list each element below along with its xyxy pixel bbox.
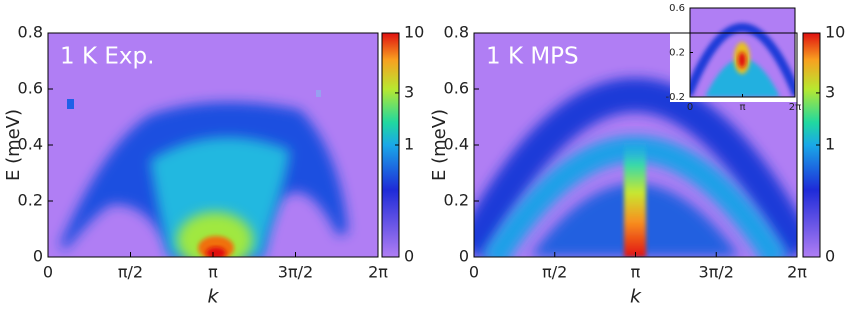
y-tick-label: 0.2 — [18, 191, 43, 210]
x-tick-label: π/2 — [118, 263, 143, 282]
y-axis-label: E (meV) — [3, 109, 24, 181]
y-tick-label: 0.8 — [444, 23, 469, 42]
x-tick-label: 0 — [469, 263, 479, 282]
annotation: 1 K Exp. — [60, 44, 154, 70]
y-tick-label: 0.6 — [669, 3, 685, 14]
x-tick-label: π — [631, 263, 641, 282]
x-axis-label: k — [207, 286, 219, 308]
colorbar-tick-label: 0 — [825, 247, 835, 266]
x-tick-label: π — [208, 263, 218, 282]
colorbar-tick-label: 0 — [404, 247, 414, 266]
heatmap-left — [48, 33, 378, 257]
colorbar-tick-label: 1 — [825, 135, 835, 154]
y-tick-label: -0.2 — [665, 92, 685, 103]
annotation: 1 K MPS — [486, 44, 579, 70]
x-tick-label: 2π — [787, 263, 807, 282]
y-tick-label: 0 — [459, 247, 469, 266]
colorbar-tick-label: 3 — [404, 82, 414, 101]
x-tick-label: π/2 — [542, 263, 567, 282]
x-tick-label: 2π — [789, 102, 801, 113]
x-tick-label: π — [739, 102, 745, 113]
y-tick-label: 0 — [33, 247, 43, 266]
colorbar-tick-label: 3 — [825, 82, 835, 101]
y-tick-label: 0.2 — [669, 48, 685, 59]
y-tick-label: 0.2 — [444, 191, 469, 210]
x-axis-label: k — [630, 286, 642, 308]
x-tick-label: 3π/2 — [278, 263, 313, 282]
y-tick-label: 0.8 — [18, 23, 43, 42]
x-tick-label: 2π — [368, 263, 388, 282]
y-tick-label: 0.6 — [444, 79, 469, 98]
y-tick-label: 0.4 — [444, 135, 469, 154]
y-axis-label: E (meV) — [429, 109, 450, 181]
colorbar-tick-label: 1 — [404, 135, 414, 154]
x-tick-label: 0 — [687, 102, 693, 113]
colorbar-tick-label: 10 — [825, 23, 845, 42]
y-tick-label: 0.4 — [18, 135, 43, 154]
x-tick-label: 0 — [43, 263, 53, 282]
x-tick-label: 3π/2 — [699, 263, 734, 282]
inset-heatmap — [670, 2, 799, 102]
y-tick-label: 0.6 — [18, 79, 43, 98]
colorbar-tick-label: 10 — [404, 23, 424, 42]
